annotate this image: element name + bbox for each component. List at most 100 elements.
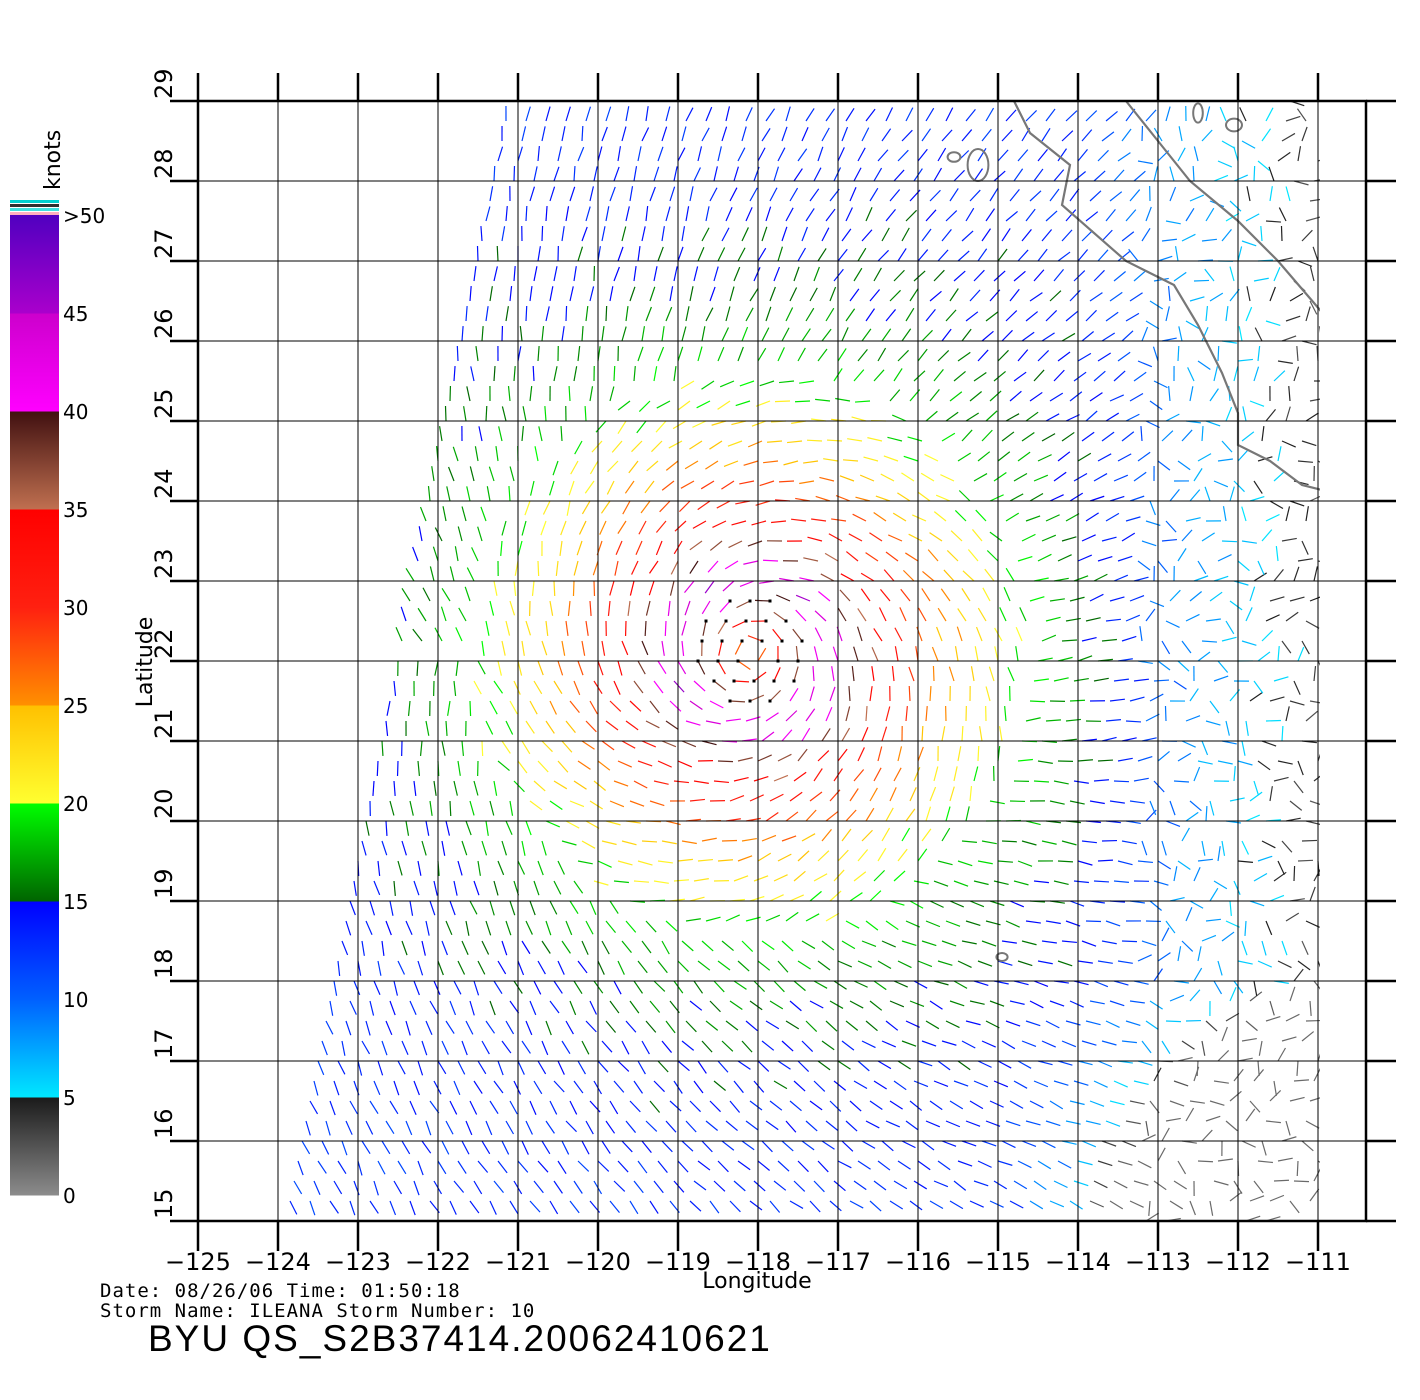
- wind-vector: [981, 940, 997, 947]
- wind-vector: [349, 1200, 356, 1216]
- wind-vector: [806, 1220, 807, 1221]
- wind-vector: [665, 1020, 676, 1034]
- wind-vector: [821, 127, 830, 142]
- wind-vector: [1358, 452, 1370, 461]
- wind-vector: [476, 245, 479, 262]
- wind-vector: [446, 1220, 447, 1221]
- wind-vector: [945, 1020, 960, 1029]
- wind-vector: [1169, 1100, 1185, 1107]
- wind-vector: [293, 1180, 303, 1195]
- wind-vector: [841, 727, 851, 742]
- wind-vector: [1073, 880, 1089, 884]
- wind-vector: [813, 266, 820, 282]
- wind-vector: [1205, 720, 1221, 726]
- wind-vector: [526, 1220, 527, 1221]
- wind-vector: [461, 940, 469, 955]
- wind-vector: [897, 1060, 911, 1070]
- wind-vector: [449, 566, 455, 582]
- wind-vector: [785, 207, 794, 222]
- wind-vector: [1354, 671, 1365, 681]
- wind-vector: [361, 1040, 371, 1055]
- wind-vector: [913, 270, 926, 282]
- wind-vector: [1157, 1147, 1166, 1162]
- wind-vector: [1045, 108, 1056, 122]
- wind-vector: [1346, 810, 1356, 821]
- wind-vector: [1129, 1000, 1145, 1004]
- wind-vector: [814, 610, 827, 622]
- wind-vector: [993, 270, 1006, 282]
- wind-vector: [665, 920, 678, 932]
- wind-vector: [757, 1160, 770, 1171]
- wind-vector: [600, 500, 611, 514]
- y-axis-label: Latitude: [133, 617, 158, 708]
- wind-vector: [957, 1060, 971, 1071]
- wind-vector: [937, 860, 953, 866]
- wind-vector: [817, 850, 830, 862]
- wind-vector: [1129, 292, 1143, 302]
- wind-vector: [365, 920, 373, 935]
- wind-vector: [1249, 586, 1256, 602]
- wind-vector: [1105, 311, 1119, 322]
- wind-vector: [945, 107, 954, 122]
- wind-vector: [961, 328, 972, 342]
- rain-flag-marker: [748, 699, 752, 703]
- wind-vector: [1213, 880, 1228, 890]
- wind-vector: [965, 920, 981, 927]
- wind-vector: [473, 680, 482, 695]
- wind-vector: [801, 127, 809, 142]
- wind-vector: [337, 1060, 346, 1075]
- wind-vector: [809, 686, 815, 702]
- wind-vector: [1021, 1040, 1037, 1048]
- wind-vector: [553, 680, 563, 695]
- wind-vector: [1253, 165, 1256, 182]
- wind-vector: [885, 706, 891, 722]
- wind-vector: [1133, 980, 1149, 985]
- wind-vector: [709, 440, 723, 450]
- wind-vector: [765, 811, 779, 822]
- wind-vector: [1129, 100, 1133, 102]
- wind-vector: [877, 249, 889, 262]
- wind-vector: [413, 980, 420, 996]
- wind-vector: [1245, 814, 1260, 822]
- wind-vector: [1201, 740, 1209, 756]
- wind-vector: [893, 870, 906, 882]
- wind-vector: [1201, 1129, 1213, 1142]
- wind-vector: [1229, 200, 1242, 212]
- wind-vector: [609, 900, 619, 914]
- wind-vector: [497, 1160, 508, 1174]
- wind-vector: [701, 940, 714, 952]
- wind-vector: [529, 900, 536, 916]
- wind-vector: [1309, 495, 1320, 502]
- wind-vector: [905, 209, 917, 222]
- wind-vector: [1189, 386, 1194, 402]
- wind-vector: [1338, 261, 1351, 269]
- wind-vector: [941, 228, 952, 242]
- wind-vector: [1125, 720, 1142, 723]
- wind-vector: [733, 980, 747, 990]
- wind-vector: [637, 660, 646, 675]
- wind-vector: [889, 389, 901, 402]
- wind-vector: [861, 229, 873, 242]
- wind-vector: [1277, 860, 1285, 875]
- wind-vector: [781, 940, 794, 952]
- wind-vector: [665, 106, 671, 122]
- wind-vector: [633, 680, 644, 694]
- wind-vector: [1101, 638, 1117, 642]
- wind-vector: [1101, 736, 1117, 742]
- wind-vector: [837, 147, 845, 162]
- wind-vector: [977, 451, 991, 462]
- wind-vector: [785, 811, 799, 822]
- wind-vector: [672, 420, 687, 430]
- wind-vector: [1261, 426, 1265, 442]
- wind-vector: [1217, 458, 1233, 462]
- wind-vector: [565, 720, 576, 734]
- wind-vector: [1346, 921, 1358, 931]
- wind-vector: [969, 289, 981, 302]
- wind-vector: [731, 420, 747, 426]
- wind-vector: [741, 126, 747, 142]
- wind-vector: [709, 286, 716, 302]
- wind-vector: [1165, 220, 1181, 225]
- wind-vector: [908, 685, 911, 702]
- wind-vector: [826, 439, 843, 442]
- wind-vector: [577, 346, 581, 362]
